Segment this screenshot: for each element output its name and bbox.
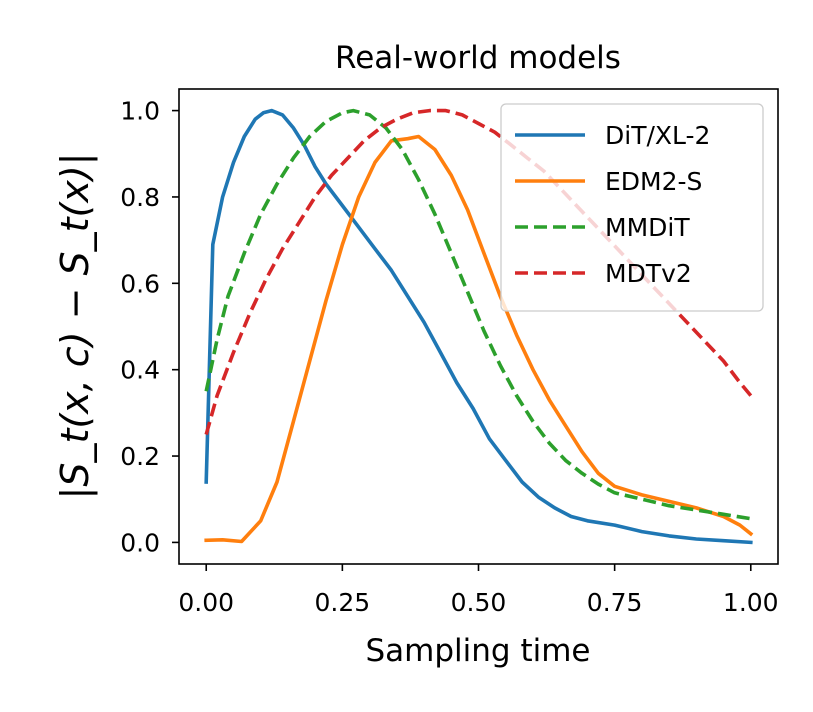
legend-label-3: MDTv2: [605, 259, 692, 288]
x-tick-label: 1.00: [723, 588, 779, 617]
legend: DiT/XL-2 EDM2-S MMDiT MDTv2: [500, 103, 764, 312]
x-tick-label: 0.25: [315, 588, 371, 617]
y-tick-label: 0.8: [120, 183, 160, 212]
x-tick-label: 0.75: [587, 588, 643, 617]
legend-label-2: MMDiT: [605, 213, 690, 242]
legend-frame: [500, 103, 764, 312]
x-axis-ticks: 0.00 0.25 0.50 0.75 1.00: [178, 564, 779, 617]
legend-label-1: EDM2-S: [605, 167, 702, 196]
series-line-2: [204, 108, 752, 521]
y-tick-label: 0.4: [120, 356, 160, 385]
y-tick-label: 0.2: [120, 442, 160, 471]
x-axis-label: Sampling time: [366, 633, 591, 669]
plot-lines: [204, 108, 754, 545]
y-axis-label: |S_t(x, c) − S_t(x)|: [53, 153, 98, 500]
series-line-0: [204, 108, 753, 545]
legend-label-0: DiT/XL-2: [605, 121, 710, 150]
y-tick-label: 0.0: [120, 528, 160, 557]
x-tick-label: 0.00: [178, 588, 234, 617]
y-axis-label-text: |S_t(x, c) − S_t(x)|: [53, 153, 98, 500]
chart-title: Real-world models: [335, 40, 621, 76]
series-line-3: [204, 108, 753, 435]
y-axis-ticks: 0.0 0.2 0.4 0.6 0.8 1.0: [120, 97, 179, 557]
series-line-1: [204, 134, 754, 544]
y-tick-label: 1.0: [120, 97, 160, 126]
y-tick-label: 0.6: [120, 269, 160, 298]
x-tick-label: 0.50: [451, 588, 507, 617]
